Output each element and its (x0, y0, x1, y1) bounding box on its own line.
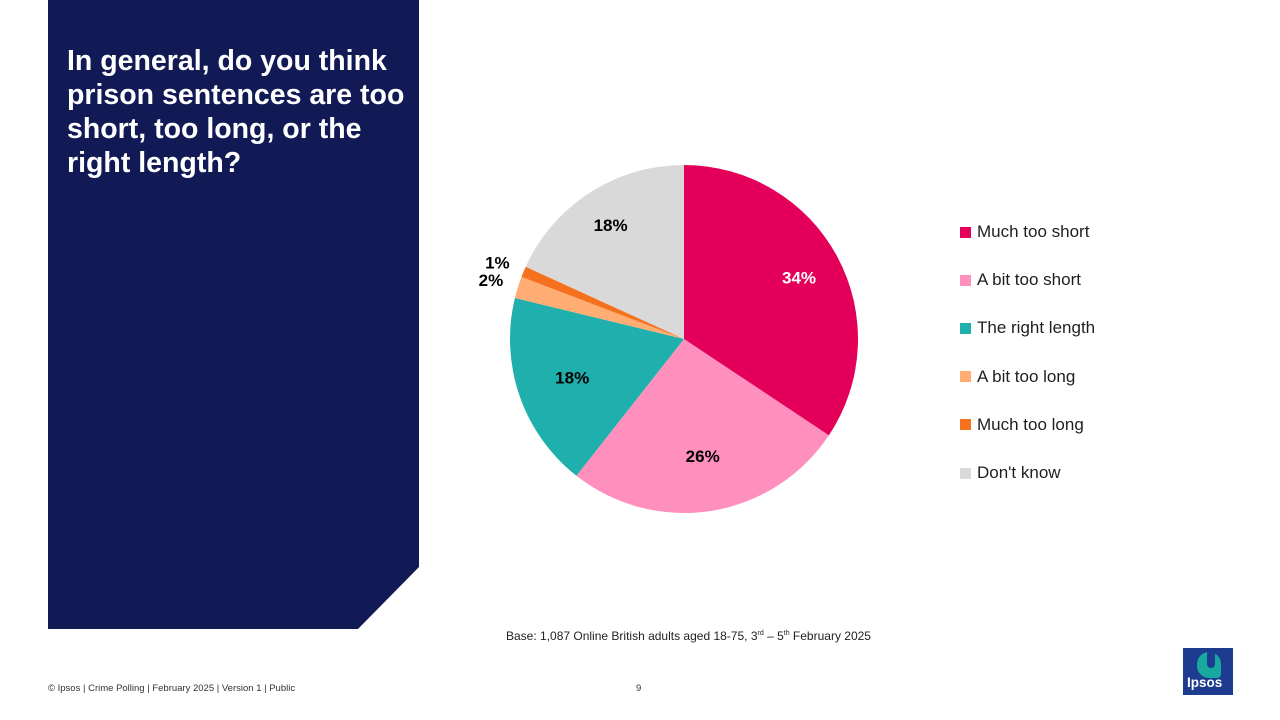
pie-slice-don-t-know (525, 165, 684, 339)
logo-mark-cut (1207, 650, 1215, 668)
legend-item-a-bit-too-long: A bit too long (960, 353, 1095, 401)
logo-text: Ipsos (1187, 675, 1223, 690)
legend-item-much-too-short: Much too short (960, 208, 1095, 256)
legend-label: Don't know (977, 463, 1061, 483)
base-note: Base: 1,087 Online British adults aged 1… (506, 629, 871, 643)
pie-slice-a-bit-too-short (576, 339, 829, 513)
legend-swatch (960, 322, 971, 334)
question-title: In general, do you think prison sentence… (67, 45, 405, 179)
footer-copyright: © Ipsos | Crime Polling | February 2025 … (48, 683, 296, 694)
legend-label: A bit too long (977, 366, 1076, 386)
legend-swatch (960, 419, 971, 431)
legend-swatch (960, 274, 971, 286)
data-label-don-t-know: 18% (594, 216, 628, 235)
legend-item-much-too-long: Much too long (960, 401, 1095, 449)
data-label-a-bit-too-long: 2% (479, 271, 504, 290)
chart-legend: Much too short A bit too short The right l… (960, 208, 1095, 497)
pie-slice-much-too-short (684, 165, 858, 436)
data-label-much-too-short: 34% (782, 268, 816, 287)
legend-label: Much too short (977, 222, 1090, 242)
data-label-a-bit-too-short: 26% (686, 447, 720, 466)
pie-chart: 34% 26% 18% 2%1% 18% (479, 165, 858, 513)
legend-item-the-right-length: The right length (960, 304, 1095, 352)
legend-label: A bit too short (977, 270, 1081, 290)
legend-swatch (960, 371, 971, 383)
legend-swatch (960, 467, 971, 479)
data-label-the-right-length: 18% (555, 369, 589, 388)
legend-item-a-bit-too-short: A bit too short (960, 256, 1095, 304)
pie-slice-a-bit-too-long (514, 276, 684, 339)
legend-label: The right length (977, 318, 1096, 338)
page-number: 9 (636, 683, 642, 694)
data-label-much-too-long: 1% (485, 254, 510, 273)
legend-swatch (960, 226, 971, 238)
legend-item-don-t-know: Don't know (960, 449, 1095, 497)
title-panel (48, 0, 419, 629)
ipsos-logo: Ipsos (1183, 648, 1233, 695)
pie-slice-much-too-long (521, 266, 684, 339)
pie-slice-the-right-length (510, 297, 684, 476)
legend-label: Much too long (977, 414, 1084, 434)
